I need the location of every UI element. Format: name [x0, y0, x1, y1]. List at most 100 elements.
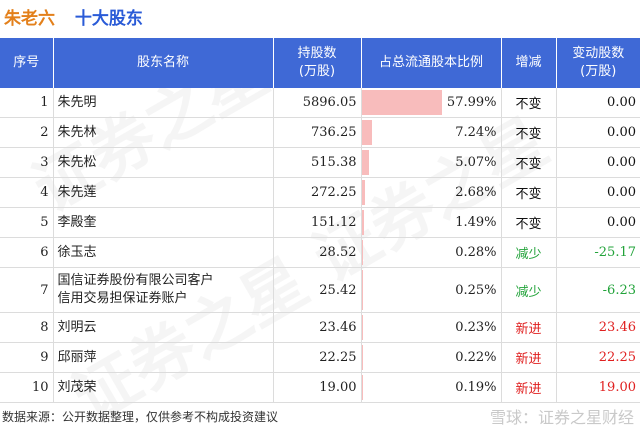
ratio-cell: 1.49% [361, 208, 501, 238]
holder-name-cell: 李殿奎 [53, 208, 273, 238]
delta-cell: 0.00 [556, 208, 640, 238]
holder-name-text: 朱先莲 [58, 185, 97, 200]
holder-name-cell: 朱先莲 [53, 178, 273, 208]
holder-name-text: 徐玉志 [58, 245, 97, 260]
shares-cell: 19.00 [273, 373, 361, 403]
delta-cell: -6.23 [556, 268, 640, 313]
delta-cell: 0.00 [556, 88, 640, 118]
ratio-text: 0.25% [455, 283, 496, 298]
holder-name-text: 朱先林 [58, 125, 97, 140]
rank-cell: 4 [0, 178, 53, 208]
holder-name-text: 刘明云 [58, 320, 97, 335]
shares-cell: 23.46 [273, 313, 361, 343]
ratio-bar [362, 90, 443, 115]
ratio-bar [362, 120, 372, 145]
col-header-delta-line2: (万股) [557, 63, 640, 81]
holder-name-cell: 朱先明 [53, 88, 273, 118]
table-row: 3 朱先松 515.38 5.07% 不变 0.00 [0, 148, 640, 178]
ratio-text: 57.99% [447, 95, 497, 110]
change-type-cell: 新进 [501, 343, 556, 373]
col-header-name: 股东名称 [53, 38, 273, 88]
ratio-cell: 0.25% [361, 268, 501, 313]
delta-cell: 19.00 [556, 373, 640, 403]
company-name: 朱老六 [4, 9, 55, 29]
shares-cell: 515.38 [273, 148, 361, 178]
holder-name-cell: 朱先松 [53, 148, 273, 178]
brand-watermark: 雪球：证券之星财经 [490, 404, 634, 428]
ratio-text: 0.19% [455, 380, 496, 395]
col-header-delta: 变动股数 (万股) [556, 38, 640, 88]
ratio-text: 1.49% [455, 215, 496, 230]
holder-name-cell: 刘明云 [53, 313, 273, 343]
change-type-cell: 减少 [501, 268, 556, 313]
table-row: 5 李殿奎 151.12 1.49% 不变 0.00 [0, 208, 640, 238]
rank-cell: 3 [0, 148, 53, 178]
shares-cell: 736.25 [273, 118, 361, 148]
change-type-cell: 不变 [501, 178, 556, 208]
holder-name-text: 邱丽萍 [58, 350, 97, 365]
ratio-cell: 7.24% [361, 118, 501, 148]
ratio-text: 7.24% [455, 125, 496, 140]
rank-cell: 8 [0, 313, 53, 343]
data-source-note: 数据来源：公开数据整理，仅供参考不构成投资建议 [2, 408, 278, 425]
table-row: 9 邱丽萍 22.25 0.22% 新进 22.25 [0, 343, 640, 373]
shareholders-table: 序号 股东名称 持股数 (万股) 占总流通股本比例 增减 变动股数 (万股) 1… [0, 38, 640, 403]
holder-name-cell: 刘茂荣 [53, 373, 273, 403]
ratio-bar [362, 180, 366, 205]
col-header-shares-line2: (万股) [274, 63, 361, 81]
table-row: 7 国信证券股份有限公司客户 信用交易担保证券账户 25.42 0.25% 减少… [0, 268, 640, 313]
change-type-cell: 不变 [501, 118, 556, 148]
holder-name-cell: 邱丽萍 [53, 343, 273, 373]
change-type-cell: 不变 [501, 208, 556, 238]
col-header-shares-line1: 持股数 [274, 45, 361, 63]
rank-cell: 7 [0, 268, 53, 313]
table-row: 10 刘茂荣 19.00 0.19% 新进 19.00 [0, 373, 640, 403]
holder-name-text: 李殿奎 [58, 215, 97, 230]
ratio-cell: 0.28% [361, 238, 501, 268]
rank-cell: 10 [0, 373, 53, 403]
rank-cell: 2 [0, 118, 53, 148]
delta-cell: 23.46 [556, 313, 640, 343]
holder-name-line1: 国信证券股份有限公司客户 [58, 272, 269, 290]
holder-name-cell: 朱先林 [53, 118, 273, 148]
ratio-text: 0.22% [455, 350, 496, 365]
col-header-change: 增减 [501, 38, 556, 88]
ratio-cell: 0.22% [361, 343, 501, 373]
table-row: 4 朱先莲 272.25 2.68% 不变 0.00 [0, 178, 640, 208]
ratio-cell: 0.19% [361, 373, 501, 403]
delta-cell: 22.25 [556, 343, 640, 373]
col-header-shares: 持股数 (万股) [273, 38, 361, 88]
holder-name-text: 朱先明 [58, 95, 97, 110]
rank-cell: 1 [0, 88, 53, 118]
ratio-cell: 2.68% [361, 178, 501, 208]
change-type-cell: 新进 [501, 313, 556, 343]
table-subject: 十大股东 [75, 9, 143, 29]
ratio-cell: 5.07% [361, 148, 501, 178]
holder-name-text: 刘茂荣 [58, 380, 97, 395]
table-row: 8 刘明云 23.46 0.23% 新进 23.46 [0, 313, 640, 343]
delta-cell: 0.00 [556, 118, 640, 148]
col-header-delta-line1: 变动股数 [557, 45, 640, 63]
col-header-ratio: 占总流通股本比例 [361, 38, 501, 88]
shares-cell: 5896.05 [273, 88, 361, 118]
table-header-row: 序号 股东名称 持股数 (万股) 占总流通股本比例 增减 变动股数 (万股) [0, 38, 640, 88]
change-type-cell: 不变 [501, 88, 556, 118]
delta-cell: 0.00 [556, 178, 640, 208]
shares-cell: 25.42 [273, 268, 361, 313]
shares-cell: 272.25 [273, 178, 361, 208]
ratio-cell: 0.23% [361, 313, 501, 343]
ratio-text: 0.23% [455, 320, 496, 335]
rank-cell: 5 [0, 208, 53, 238]
table-row: 2 朱先林 736.25 7.24% 不变 0.00 [0, 118, 640, 148]
ratio-text: 5.07% [455, 155, 496, 170]
change-type-cell: 新进 [501, 373, 556, 403]
ratio-text: 0.28% [455, 245, 496, 260]
ratio-cell: 57.99% [361, 88, 501, 118]
holder-name-cell: 国信证券股份有限公司客户 信用交易担保证券账户 [53, 268, 273, 313]
ratio-bar [362, 150, 369, 175]
ratio-bar [362, 210, 364, 235]
page-title: 朱老六 十大股东 [4, 4, 143, 26]
shares-cell: 28.52 [273, 238, 361, 268]
footer: 数据来源：公开数据整理，仅供参考不构成投资建议 雪球：证券之星财经 [0, 404, 640, 428]
ratio-text: 2.68% [455, 185, 496, 200]
